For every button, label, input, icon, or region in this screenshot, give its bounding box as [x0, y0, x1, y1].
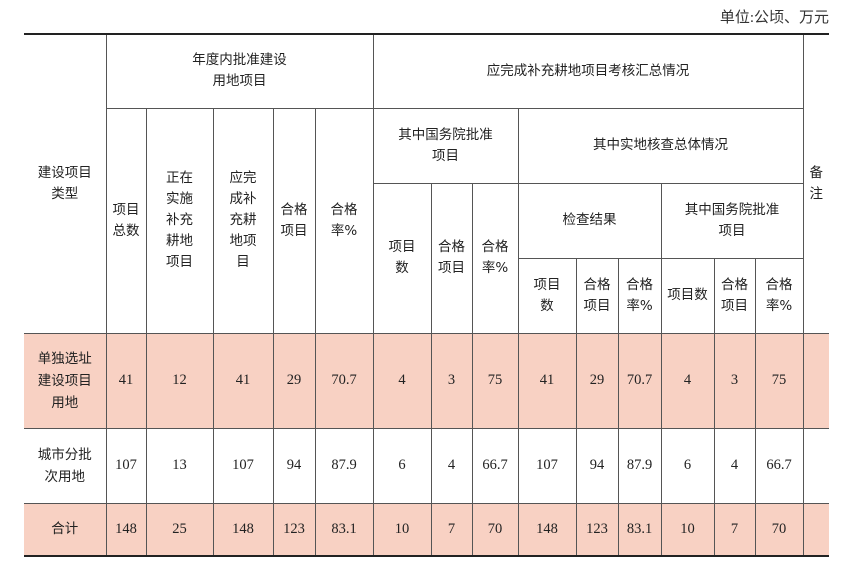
header-cr-rate: 合格 率% [617, 257, 662, 334]
header-sc-count: 项目 数 [373, 182, 432, 334]
remarks-cell [802, 332, 830, 429]
value-cell: 148 [212, 502, 274, 557]
header-check-result-group: 检查结果 [517, 182, 662, 259]
header-should-complete: 应完 成补 充耕 地项 目 [212, 107, 274, 334]
value-cell: 70 [754, 502, 804, 557]
header-qualified: 合格 项目 [272, 107, 316, 334]
value-cell: 3 [430, 332, 473, 429]
header-annual-group: 年度内批准建设 用地项目 [105, 33, 374, 109]
row-label: 城市分批 次用地 [24, 427, 107, 504]
value-cell: 148 [105, 502, 147, 557]
header-field-check-group: 其中实地核查总体情况 [517, 107, 804, 184]
header-cr-qualified: 合格 项目 [575, 257, 619, 334]
unit-label: 单位:公顷、万元 [719, 10, 829, 26]
value-cell: 107 [105, 427, 147, 504]
value-cell: 6 [372, 427, 432, 504]
header-implementing: 正在 实施 补充 耕地 项目 [145, 107, 214, 334]
value-cell: 75 [471, 332, 519, 429]
value-cell: 123 [575, 502, 619, 557]
row-label: 单独选址 建设项目 用地 [24, 332, 107, 429]
header-fsc-rate: 合格 率% [754, 257, 804, 334]
value-cell: 13 [145, 427, 214, 504]
value-cell: 70 [471, 502, 519, 557]
table-row: 城市分批 次用地 107 13 107 94 87.9 6 4 66.7 107 94 87.9 6 4 6… [24, 427, 830, 504]
header-rate: 合格 率% [314, 107, 374, 334]
value-cell: 107 [517, 427, 577, 504]
value-cell: 6 [660, 427, 715, 504]
header-sc-rate: 合格 率% [471, 182, 519, 334]
header-fsc-qualified: 合格 项目 [713, 257, 756, 334]
table-row: 单独选址 建设项目 用地 41 12 41 29 70.7 4 3 75 41 29 70.7 4 3 75 [24, 332, 830, 429]
value-cell: 41 [105, 332, 147, 429]
header-state-council-group: 其中国务院批准 项目 [372, 107, 519, 184]
value-cell: 83.1 [617, 502, 662, 557]
row-label: 合计 [24, 502, 107, 557]
value-cell: 4 [430, 427, 473, 504]
value-cell: 7 [430, 502, 473, 557]
value-cell: 4 [660, 332, 715, 429]
value-cell: 12 [145, 332, 214, 429]
value-cell: 66.7 [471, 427, 519, 504]
value-cell: 29 [272, 332, 316, 429]
header-total-projects: 项目 总数 [106, 107, 147, 334]
value-cell: 4 [713, 427, 756, 504]
header-cr-count: 项目 数 [518, 257, 577, 334]
header-remarks: 备 注 [802, 33, 830, 334]
value-cell: 7 [713, 502, 756, 557]
value-cell: 70.7 [617, 332, 662, 429]
value-cell: 66.7 [754, 427, 804, 504]
header-sc-qualified: 合格 项目 [430, 182, 473, 334]
value-cell: 83.1 [314, 502, 374, 557]
header-fsc-count: 项目数 [660, 257, 715, 334]
value-cell: 3 [713, 332, 756, 429]
value-cell: 4 [372, 332, 432, 429]
header-project-type: 建设项目 类型 [24, 33, 107, 334]
value-cell: 41 [212, 332, 274, 429]
header-assessment-group: 应完成补充耕地项目考核汇总情况 [372, 33, 804, 109]
remarks-cell [802, 427, 830, 504]
header-fc-state-council-group: 其中国务院批准 项目 [660, 182, 804, 259]
table-row: 合计 148 25 148 123 83.1 10 7 70 148 123 83.1 10 7 70 [24, 502, 830, 557]
value-cell: 25 [145, 502, 214, 557]
value-cell: 87.9 [314, 427, 374, 504]
assessment-summary-table: 建设项目 类型 年度内批准建设 用地项目 应完成补充耕地项目考核汇总情况 备 注… [24, 33, 830, 557]
value-cell: 94 [272, 427, 316, 504]
value-cell: 29 [575, 332, 619, 429]
value-cell: 70.7 [314, 332, 374, 429]
value-cell: 148 [517, 502, 577, 557]
value-cell: 123 [272, 502, 316, 557]
value-cell: 10 [372, 502, 432, 557]
value-cell: 75 [754, 332, 804, 429]
value-cell: 107 [212, 427, 274, 504]
value-cell: 10 [660, 502, 715, 557]
value-cell: 94 [575, 427, 619, 504]
value-cell: 41 [517, 332, 577, 429]
value-cell: 87.9 [617, 427, 662, 504]
remarks-cell [802, 502, 830, 557]
